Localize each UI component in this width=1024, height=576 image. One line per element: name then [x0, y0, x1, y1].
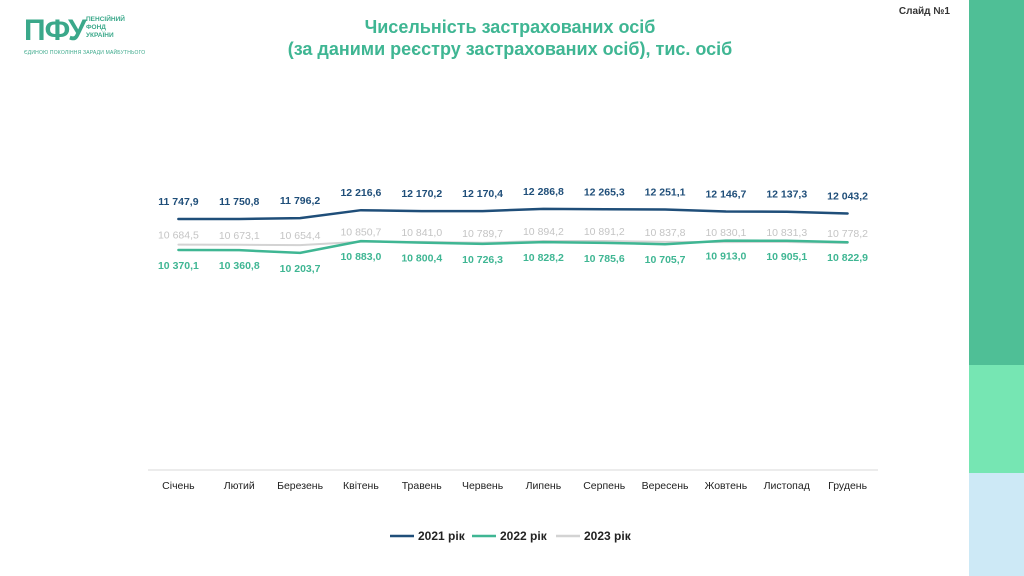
x-tick-label: Серпень	[583, 480, 626, 492]
data-label: 12 251,1	[645, 187, 686, 199]
x-tick-label: Листопад	[764, 480, 810, 492]
data-label: 10 654,4	[280, 230, 321, 242]
data-label: 10 828,2	[523, 252, 564, 264]
data-label: 12 146,7	[705, 189, 746, 201]
data-label: 11 747,9	[158, 196, 198, 208]
x-tick-label: Жовтень	[705, 480, 748, 492]
series-line-2021	[177, 207, 849, 221]
data-label: 10 673,1	[219, 230, 260, 242]
chart-title-line-2: (за даними реєстру застрахованих осіб), …	[287, 39, 733, 59]
x-tick-label: Січень	[162, 480, 195, 492]
data-label: 11 796,2	[280, 195, 320, 207]
logo-text: ПЕНСІЙНИЙ ФОНД УКРАЇНИ	[86, 16, 125, 40]
x-tick-label: Квітень	[343, 480, 379, 492]
data-label: 10 850,7	[340, 227, 381, 239]
data-label: 12 043,2	[827, 190, 868, 202]
data-label: 10 891,2	[584, 226, 625, 238]
data-label: 10 841,0	[401, 227, 442, 239]
data-label: 10 705,7	[645, 254, 686, 266]
x-tick-label: Грудень	[828, 480, 867, 492]
data-label: 12 170,4	[462, 188, 503, 200]
sidebar-band-light-green	[969, 365, 1024, 473]
logo-line-2: ФОНД	[86, 24, 106, 31]
data-label: 10 778,2	[827, 228, 868, 240]
legend-label: 2023 рік	[584, 529, 632, 543]
data-label: 10 684,5	[158, 230, 199, 242]
data-label: 10 822,9	[827, 252, 868, 264]
data-label: 11 750,8	[219, 196, 259, 208]
data-label: 12 170,2	[401, 188, 442, 200]
decorative-sidebar	[969, 0, 1024, 576]
x-tick-label: Червень	[462, 480, 504, 492]
data-label: 10 726,3	[462, 254, 503, 266]
chart-title-line-1: Чисельність застрахованих осіб	[364, 17, 656, 37]
x-tick-label: Липень	[526, 480, 562, 492]
data-label: 10 360,8	[219, 260, 260, 272]
x-tick-label: Травень	[402, 480, 443, 492]
x-tick-label: Вересень	[642, 480, 689, 492]
data-label: 10 831,3	[766, 227, 807, 239]
data-label: 10 785,6	[584, 253, 625, 265]
sidebar-band-light-blue	[969, 473, 1024, 576]
data-label: 10 894,2	[523, 226, 564, 238]
data-label: 10 913,0	[705, 251, 746, 263]
logo-mark: ПФУ	[24, 14, 87, 47]
x-tick-label: Лютий	[224, 480, 255, 492]
legend-label: 2021 рік	[418, 529, 466, 543]
data-label: 10 905,1	[766, 251, 807, 263]
data-label: 10 837,8	[645, 227, 686, 239]
data-label: 12 265,3	[584, 186, 625, 198]
data-label: 12 216,6	[340, 187, 381, 199]
data-label: 10 789,7	[462, 228, 503, 240]
pfu-logo: ПФУ ПЕНСІЙНИЙ ФОНД УКРАЇНИ ЄДИНОЮ ПОКОЛІ…	[24, 14, 146, 58]
legend-label: 2022 рік	[500, 529, 548, 543]
chart-title: Чисельність застрахованих осіб (за даним…	[180, 16, 840, 60]
data-label: 10 370,1	[158, 260, 199, 272]
data-label: 12 137,3	[766, 189, 807, 201]
x-tick-label: Березень	[277, 480, 324, 492]
data-label: 10 883,0	[340, 251, 381, 263]
logo-line-3: УКРАЇНИ	[86, 32, 114, 39]
logo-tagline: ЄДИНОЮ ПОКОЛІННЯ ЗАРАДИ МАЙБУТНЬОГО	[24, 50, 146, 56]
data-label: 10 800,4	[401, 253, 442, 265]
sidebar-band-dark-green	[969, 0, 1024, 365]
logo-line-1: ПЕНСІЙНИЙ	[86, 16, 125, 23]
slide-number: Слайд №1	[898, 6, 950, 17]
data-label: 10 203,7	[280, 263, 321, 275]
data-label: 12 286,8	[523, 186, 564, 198]
series-line-2022	[177, 239, 849, 255]
data-label: 10 830,1	[705, 227, 746, 239]
